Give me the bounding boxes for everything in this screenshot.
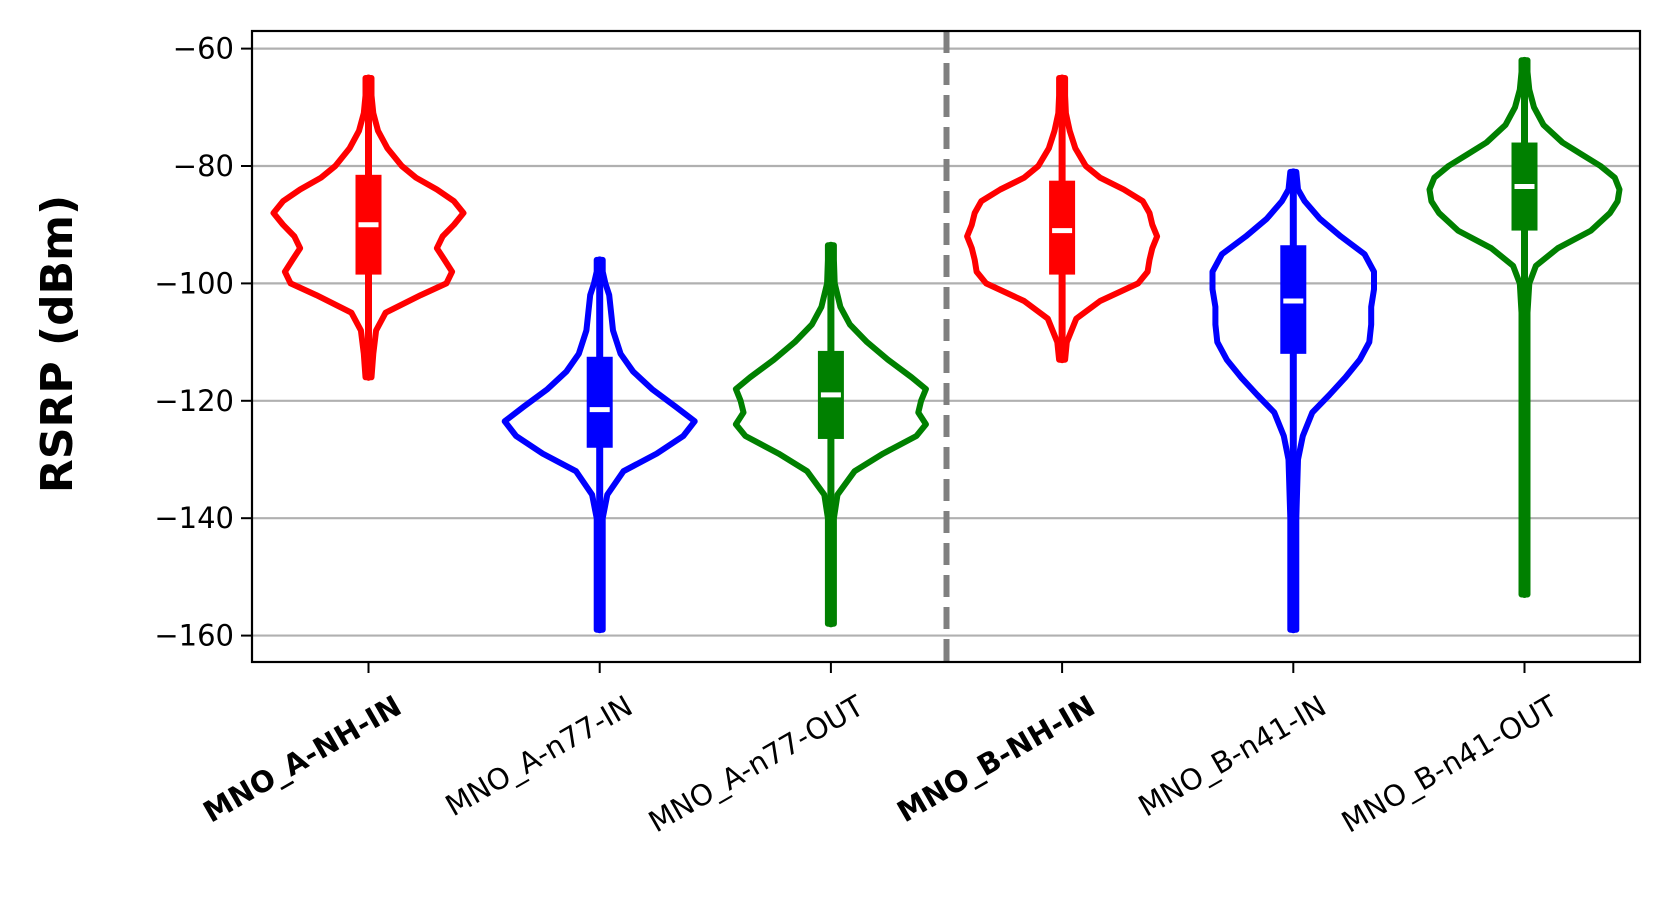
violin-mno-a-nh-in bbox=[270, 74, 467, 381]
x-tick-label: MNO_B-NH-IN bbox=[891, 689, 1100, 829]
violin-mno-b-n41-in bbox=[1209, 168, 1377, 634]
violin-mno-b-nh-in bbox=[964, 74, 1161, 364]
x-tick-label: MNO_A-n77-OUT bbox=[643, 688, 870, 839]
violin-mno-a-n77-out bbox=[732, 241, 929, 628]
violin-mno-a-n77-in bbox=[501, 256, 698, 634]
y-tick-label: −140 bbox=[154, 501, 234, 535]
y-tick-label: −80 bbox=[173, 149, 234, 183]
x-tick-label: MNO_B-n41-IN bbox=[1133, 689, 1332, 824]
plot-frame bbox=[250, 29, 1642, 664]
x-tick-label: MNO_A-NH-IN bbox=[197, 689, 407, 830]
y-tick-label: −100 bbox=[154, 266, 234, 300]
violins-layer bbox=[270, 56, 1623, 634]
y-axis-title: RSRP (dBm) bbox=[32, 195, 83, 493]
x-tick-label: MNO_B-n41-OUT bbox=[1336, 688, 1563, 839]
y-tick-label: −60 bbox=[173, 32, 234, 66]
iqr-box bbox=[586, 356, 613, 448]
y-tick-label: −120 bbox=[154, 384, 234, 418]
iqr-box bbox=[1049, 180, 1076, 275]
x-tick-label: MNO_A-n77-IN bbox=[440, 689, 639, 823]
y-tick-label: −160 bbox=[154, 619, 234, 653]
violin-mno-b-n41-out bbox=[1426, 56, 1623, 598]
